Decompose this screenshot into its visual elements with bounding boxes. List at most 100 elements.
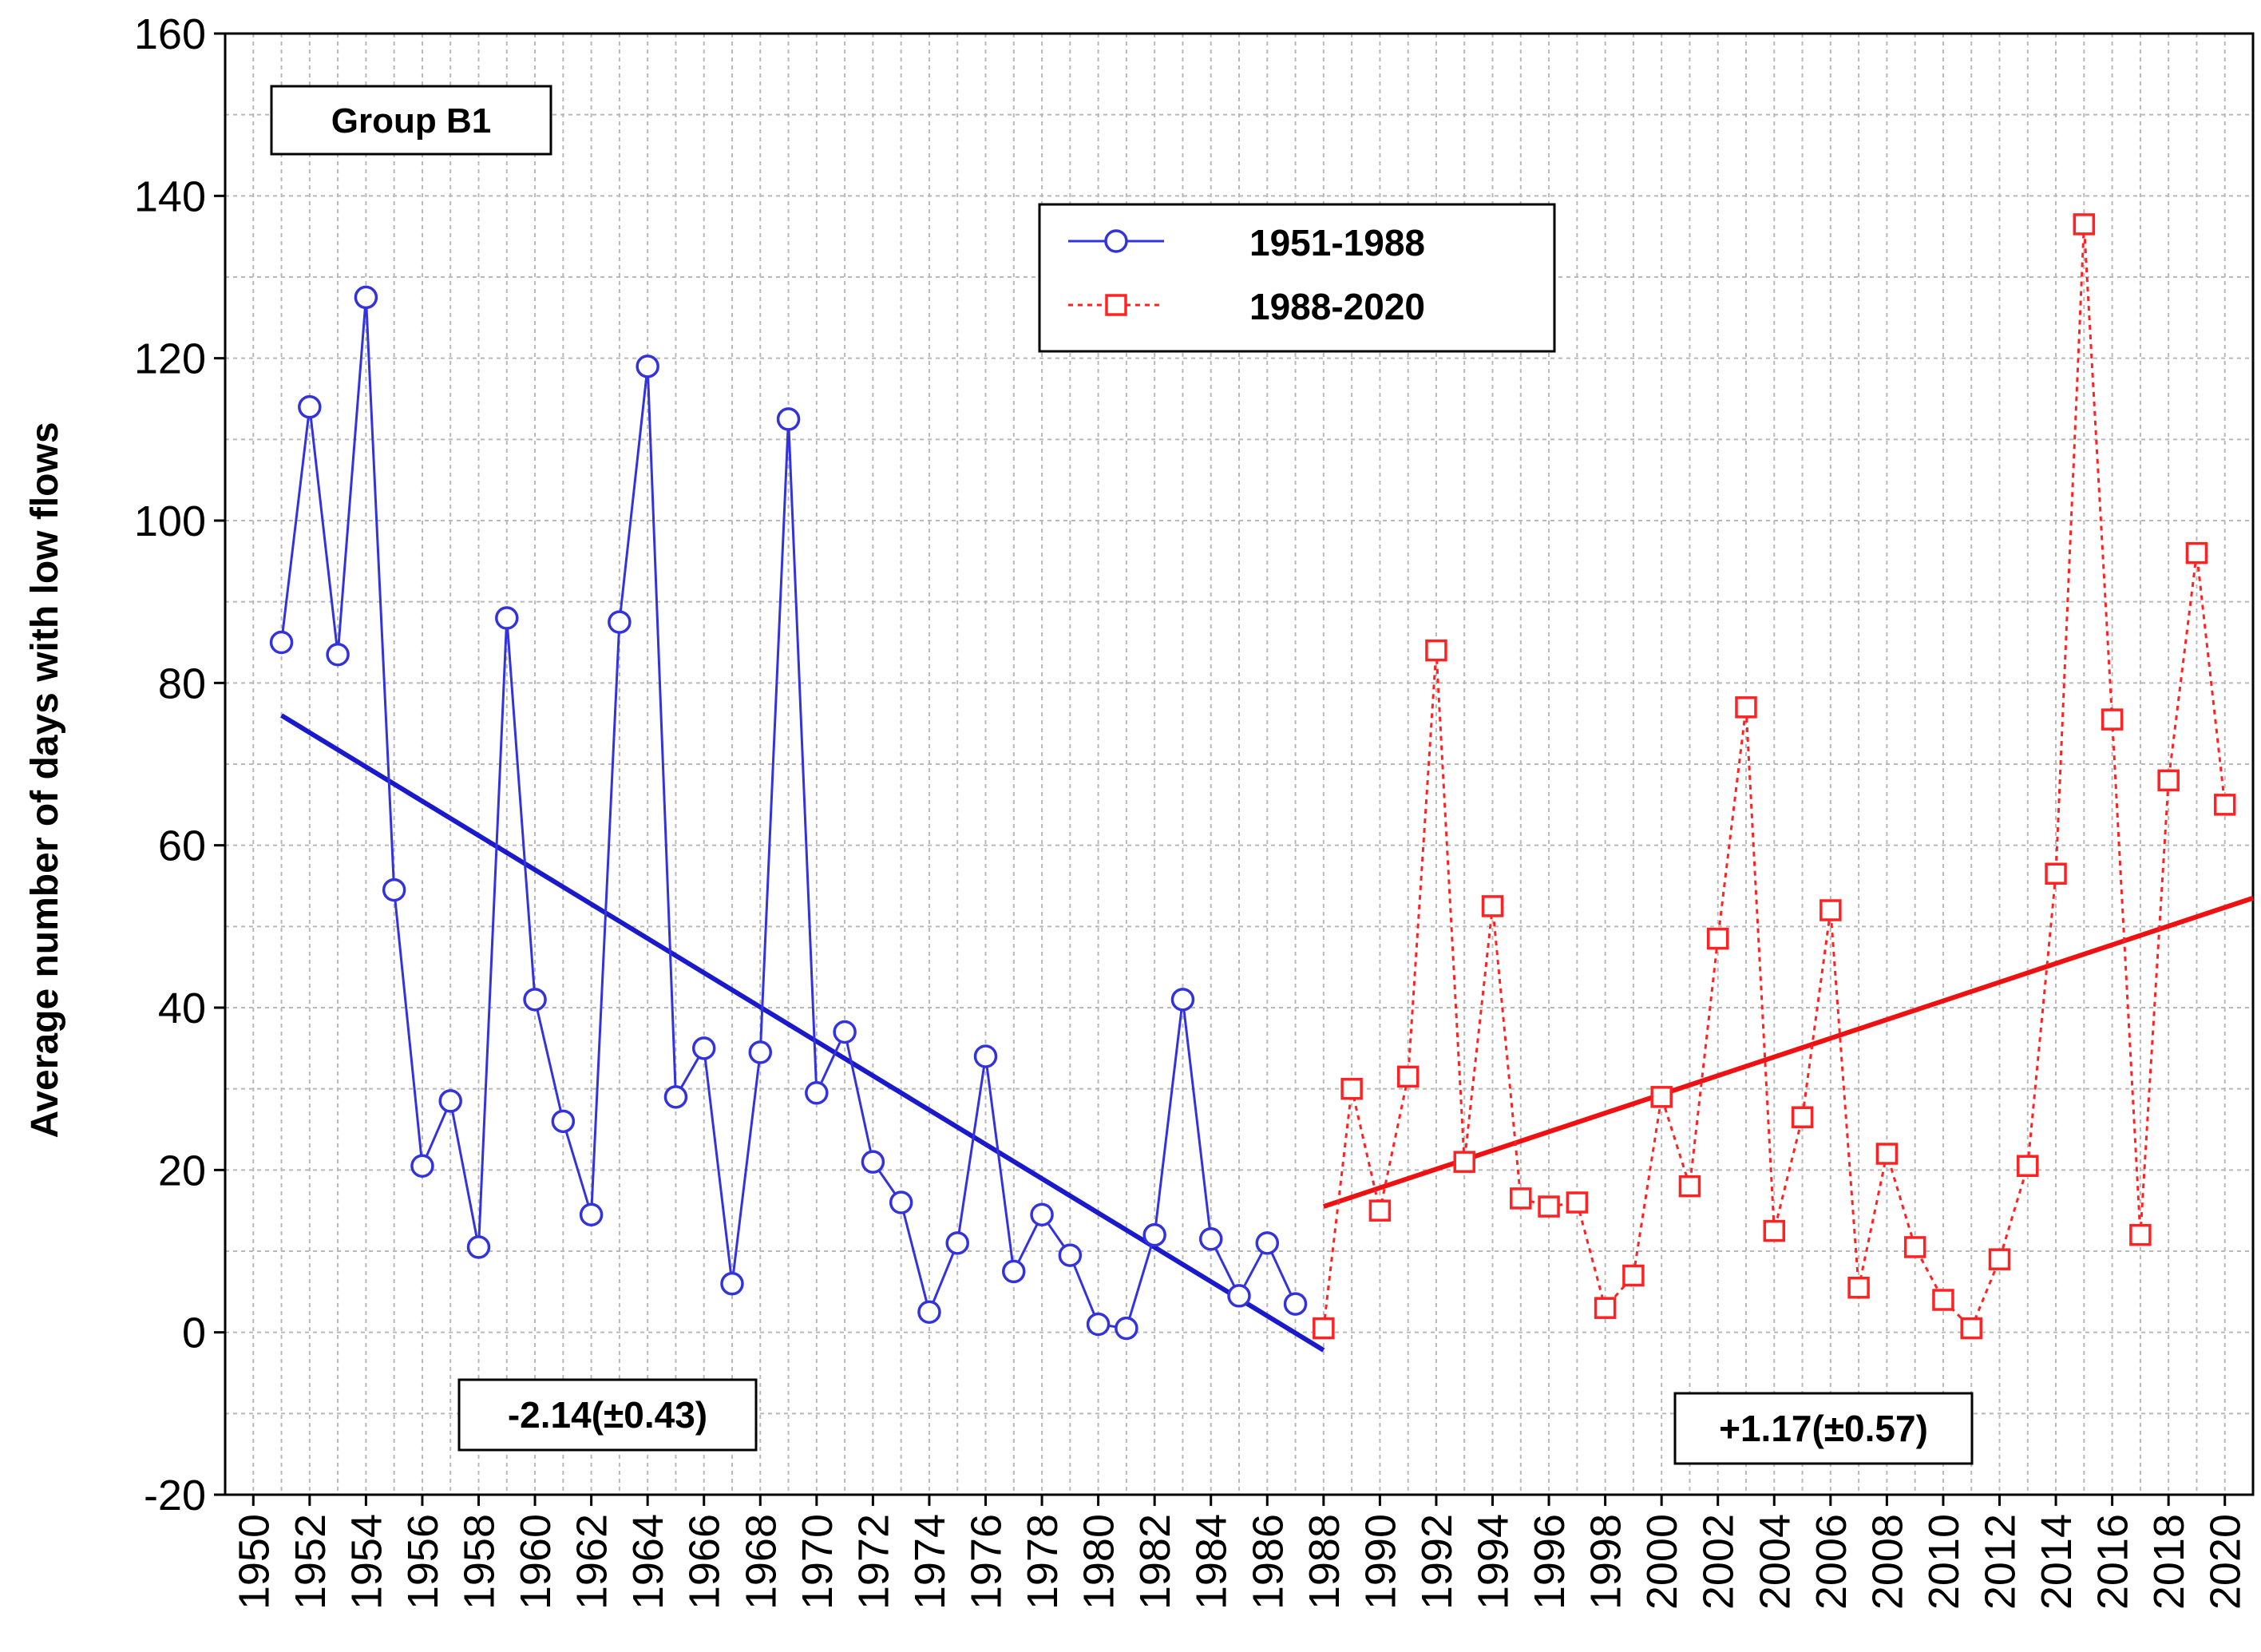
y-tick-label: 20 [158,1147,206,1194]
y-tick-label: 140 [134,172,206,220]
x-tick-label: 1996 [1526,1514,1574,1610]
x-tick-label: 2010 [1920,1514,1968,1610]
trend-box-1 [457,1378,758,1452]
data-point-square [1791,1106,1814,1128]
data-point-square [1368,1199,1392,1222]
data-point-circle [1058,1243,1083,1267]
x-tick-label: 1950 [230,1514,278,1610]
x-tick-label: 1994 [1470,1514,1518,1610]
data-point-circle [691,1036,716,1060]
data-point-circle [663,1085,688,1109]
series-line-1988-2020 [1322,224,2227,1331]
x-tick-label: 1966 [681,1514,729,1610]
x-tick-label: 2004 [1751,1514,1799,1610]
legend-box [1038,203,1556,353]
data-point-circle [382,878,406,902]
data-point-circle [889,1190,913,1214]
data-point-circle [410,1154,434,1178]
data-point-circle [1086,1312,1111,1337]
data-point-square [2129,1223,2152,1246]
x-tick-label: 1972 [849,1514,897,1610]
data-point-square [1594,1297,1617,1319]
data-point-circle [579,1202,604,1226]
x-tick-label: 1990 [1356,1514,1404,1610]
data-point-square [1453,1151,1475,1173]
axes: -20 0 20 40 60 80 100 120 140 160 1950 1952 1954 1956… [24,10,2255,1610]
x-tick-label: 1952 [287,1514,335,1610]
data-point-square [1510,1187,1532,1210]
data-point-square [2017,1155,2039,1177]
x-tick-label: 2008 [1863,1514,1911,1610]
x-tick-label: 1964 [624,1514,672,1610]
x-tick-label: 2020 [2202,1514,2250,1610]
data-point-circle [1142,1222,1166,1247]
x-tick-label: 2014 [2033,1514,2081,1610]
data-point-square [1735,696,1757,719]
data-point-circle [354,285,378,310]
data-point-circle [466,1235,491,1259]
x-tick-label: 1956 [399,1514,447,1610]
data-point-circle [1115,1316,1138,1341]
data-point-circle [1255,1231,1280,1255]
x-tick-label: 1984 [1188,1514,1236,1610]
y-tick-label: 120 [134,335,206,383]
y-tick-label: 100 [134,497,206,545]
data-point-circle [748,1040,773,1064]
data-point-square [1425,639,1447,662]
data-point-circle [861,1150,885,1174]
x-tick-label: 1976 [963,1514,1011,1610]
group-label: Group B1 [331,101,491,141]
data-point-square [1932,1289,1954,1311]
y-axis-label: Average number of days with low flows [24,422,66,1138]
data-point-square [2157,769,2180,792]
data-point-circle [945,1231,969,1255]
y-tick-label: 80 [158,660,206,707]
x-tick-label: 2012 [1977,1514,2025,1610]
trend-box-2 [1673,1392,1974,1465]
data-point-square [1650,1086,1673,1108]
data-point-circle [1002,1259,1026,1284]
data-point-square [1763,1219,1786,1242]
plot-frame [224,32,2255,1496]
x-tick-label: 1980 [1075,1514,1123,1610]
data-point-square [1875,1143,1899,1165]
data-point-circle [523,988,547,1012]
trend-label-2: +1.17(±0.57) [1719,1408,1928,1449]
trend-1988-2020-line [1322,895,2254,1209]
data-point-circle [1030,1202,1054,1226]
data-point-circle [917,1300,941,1324]
x-tick-label: 2018 [2145,1514,2193,1610]
x-tick-label: 1960 [512,1514,560,1610]
data-point-square [1538,1195,1560,1218]
data-point-square [1313,1317,1335,1340]
x-tick-label: 1974 [906,1514,954,1610]
x-tick-label: 1982 [1131,1514,1179,1610]
data-point-circle [1170,988,1195,1012]
x-tick-label: 1978 [1019,1514,1067,1610]
legend-label-2: 1988-2020 [1249,286,1425,327]
data-point-square [2045,862,2067,885]
y-tick-label: 160 [134,10,206,58]
labels: Group B1 1951-1988 1988-2020 -2.14(±0.43) +1… [270,85,1974,1465]
data-point-circle [720,1271,744,1296]
x-tick-label: 1954 [343,1514,390,1610]
x-tick-label: 1986 [1244,1514,1292,1610]
trend-1951-1988-line [279,713,1325,1353]
data-point-circle [298,394,322,419]
data-point-circle [495,606,519,630]
group-label-box [270,85,552,156]
y-tick-label: 0 [182,1309,206,1357]
data-point-square [1706,927,1729,950]
data-point-square [1960,1317,1982,1340]
x-tick-label: 2002 [1695,1514,1743,1610]
x-tick-label: 1970 [794,1514,841,1610]
y-tick-label: -20 [144,1472,206,1519]
x-tick-label: 1988 [1301,1514,1348,1610]
data-point-square [1678,1175,1701,1198]
x-tick-label: 1968 [737,1514,785,1610]
x-tick-label: 1962 [568,1514,616,1610]
data-point-square [1622,1264,1645,1287]
data-point-square [2185,541,2208,565]
